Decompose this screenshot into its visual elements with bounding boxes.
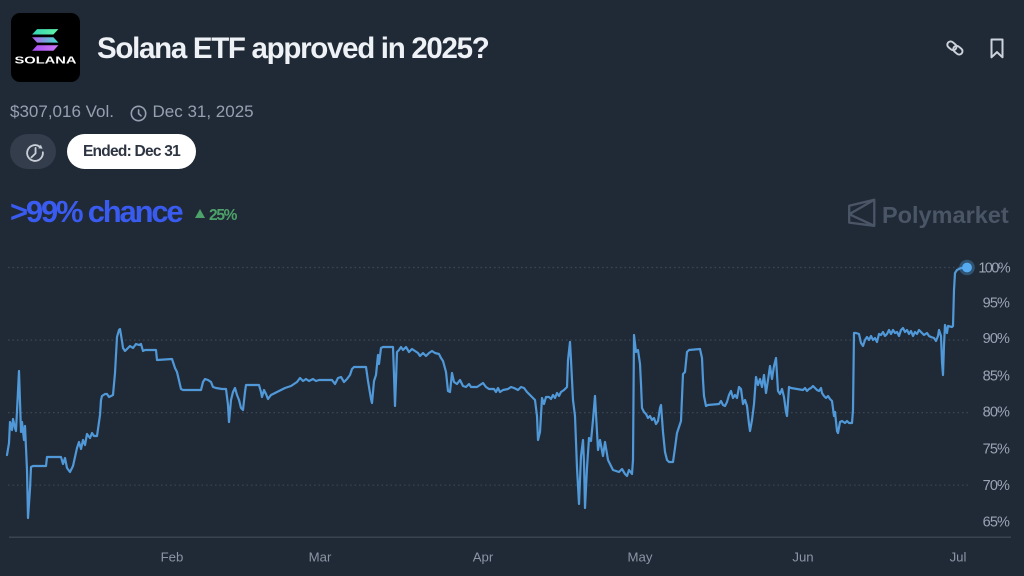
- svg-text:70%: 70%: [983, 478, 1010, 494]
- svg-text:85%: 85%: [983, 369, 1010, 385]
- svg-text:May: May: [628, 550, 653, 565]
- svg-text:100%: 100%: [978, 261, 1010, 277]
- svg-text:Jul: Jul: [950, 550, 967, 565]
- svg-text:90%: 90%: [983, 331, 1010, 347]
- svg-text:80%: 80%: [983, 405, 1010, 421]
- svg-text:Feb: Feb: [161, 550, 184, 565]
- svg-text:SOLANA: SOLANA: [15, 55, 78, 66]
- svg-text:Mar: Mar: [309, 550, 332, 565]
- svg-text:75%: 75%: [983, 442, 1010, 458]
- svg-text:65%: 65%: [983, 515, 1010, 531]
- svg-text:Apr: Apr: [473, 550, 494, 565]
- svg-text:95%: 95%: [983, 295, 1010, 311]
- svg-text:Jun: Jun: [792, 550, 813, 565]
